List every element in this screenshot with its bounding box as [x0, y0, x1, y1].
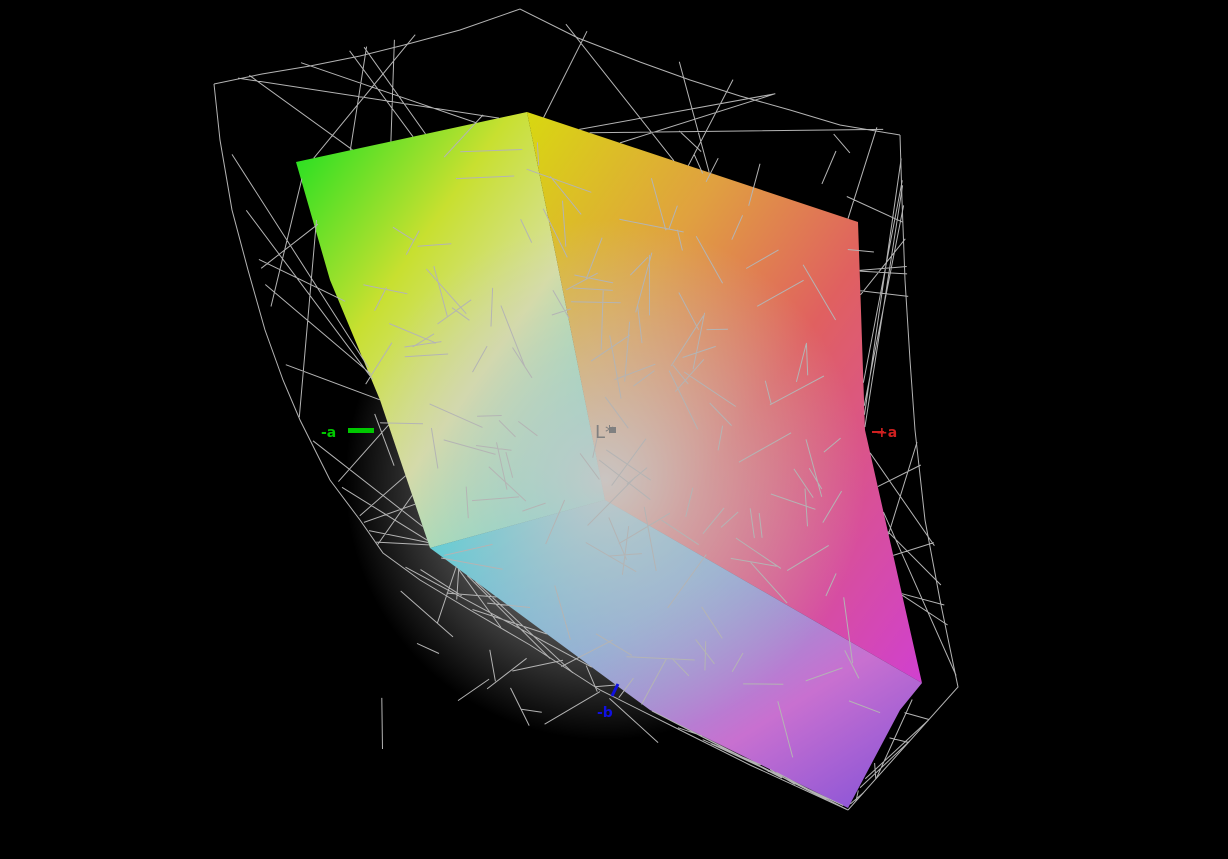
- reference-wireframe: [213, 8, 959, 811]
- axes: [348, 427, 884, 697]
- neg-a-axis: [348, 428, 374, 433]
- neg-a-label: -a: [321, 425, 337, 441]
- l-axis-marker: [610, 427, 616, 433]
- pos-a-label: +a: [876, 425, 898, 441]
- gamut-neutral-glow: [345, 220, 865, 740]
- neg-b-label: -b: [597, 705, 613, 721]
- wireframe-mesh: [231, 23, 957, 810]
- neg-b-axis: [610, 683, 620, 697]
- gamut-solid: [296, 112, 922, 808]
- l-axis-label: L*: [595, 422, 615, 443]
